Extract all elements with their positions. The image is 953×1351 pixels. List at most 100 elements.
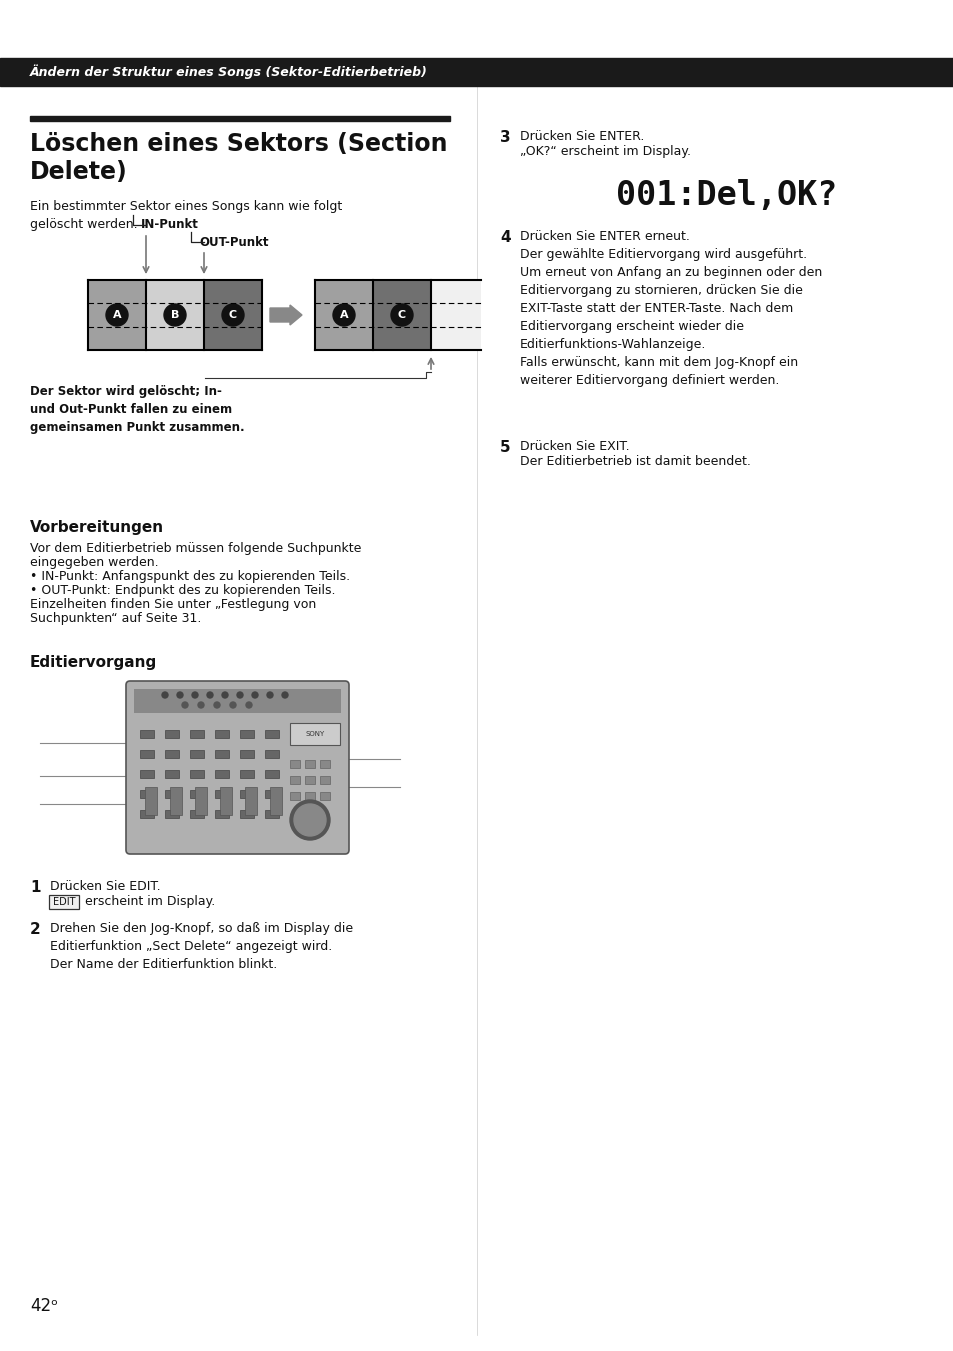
Text: „OK?“ erscheint im Display.: „OK?“ erscheint im Display. [519,145,690,158]
Bar [140,770,153,778]
Text: IN-Punkt: IN-Punkt [141,219,198,231]
Bar [204,280,262,350]
Circle shape [164,304,186,326]
Text: 1: 1 [30,880,40,894]
Text: Ein bestimmter Sektor eines Songs kann wie folgt
gelöscht werden.: Ein bestimmter Sektor eines Songs kann w… [30,200,342,231]
Bar [190,811,204,817]
Bar [214,811,229,817]
Bar [140,730,153,738]
Bar [145,788,157,815]
Text: 42ᵒ: 42ᵒ [30,1297,58,1315]
Circle shape [192,692,198,698]
Bar [30,116,450,122]
Text: A: A [112,309,121,320]
Text: Drücken Sie ENTER.: Drücken Sie ENTER. [519,130,643,143]
Bar [290,775,299,784]
Text: Delete): Delete) [30,159,128,184]
Text: B: B [171,309,179,320]
Circle shape [106,304,128,326]
Circle shape [290,800,330,840]
Bar [240,811,253,817]
Bar [190,730,204,738]
Bar [265,790,278,798]
Text: Einzelheiten finden Sie unter „Festlegung von: Einzelheiten finden Sie unter „Festlegun… [30,598,315,611]
Text: Drehen Sie den Jog-Knopf, so daß im Display die
Editierfunktion „Sect Delete“ an: Drehen Sie den Jog-Knopf, so daß im Disp… [50,921,353,971]
Text: Ändern der Struktur eines Songs (Sektor-Editierbetrieb): Ändern der Struktur eines Songs (Sektor-… [30,65,428,80]
Text: C: C [397,309,406,320]
Bar [314,280,373,350]
Text: Editiervorgang: Editiervorgang [30,655,157,670]
Bar [214,750,229,758]
Circle shape [222,692,228,698]
Bar [240,730,253,738]
Text: 3: 3 [499,130,510,145]
Bar [146,280,204,350]
Bar [319,775,330,784]
Text: EDIT: EDIT [52,897,75,907]
Bar [214,770,229,778]
Circle shape [267,692,273,698]
Text: A: A [339,309,348,320]
Circle shape [177,692,183,698]
Circle shape [333,304,355,326]
Bar [170,788,182,815]
Text: Vor dem Editierbetrieb müssen folgende Suchpunkte: Vor dem Editierbetrieb müssen folgende S… [30,542,361,555]
Bar [319,761,330,767]
Circle shape [198,703,204,708]
Text: • IN-Punkt: Anfangspunkt des zu kopierenden Teils.: • IN-Punkt: Anfangspunkt des zu kopieren… [30,570,350,584]
Text: Suchpunkten“ auf Seite 31.: Suchpunkten“ auf Seite 31. [30,612,201,626]
Bar [165,790,179,798]
Bar [290,761,299,767]
Bar [190,770,204,778]
Bar [319,792,330,800]
Circle shape [207,692,213,698]
Text: Der Editierbetrieb ist damit beendet.: Der Editierbetrieb ist damit beendet. [519,455,750,467]
Circle shape [182,703,188,708]
Text: OUT-Punkt: OUT-Punkt [199,235,268,249]
Bar [140,790,153,798]
Text: 2: 2 [30,921,41,938]
Text: eingegeben werden.: eingegeben werden. [30,557,158,569]
Bar [220,788,232,815]
Circle shape [222,304,244,326]
Bar [245,788,256,815]
Bar [265,730,278,738]
Text: • OUT-Punkt: Endpunkt des zu kopierenden Teils.: • OUT-Punkt: Endpunkt des zu kopierenden… [30,584,335,597]
Bar [165,770,179,778]
Bar [305,761,314,767]
Bar [240,790,253,798]
Bar [240,770,253,778]
Text: C: C [229,309,236,320]
Bar [265,811,278,817]
Text: erscheint im Display.: erscheint im Display. [81,896,215,908]
Circle shape [162,692,168,698]
Circle shape [391,304,413,326]
Circle shape [282,692,288,698]
Text: Vorbereitungen: Vorbereitungen [30,520,164,535]
Bar [140,811,153,817]
Circle shape [230,703,235,708]
Circle shape [213,703,220,708]
Text: Löschen eines Sektors (Section: Löschen eines Sektors (Section [30,132,447,155]
Text: Drücken Sie EXIT.: Drücken Sie EXIT. [519,440,629,453]
Text: SONY: SONY [305,731,324,738]
Bar [214,790,229,798]
Circle shape [252,692,257,698]
Bar [165,750,179,758]
Text: Drücken Sie EDIT.: Drücken Sie EDIT. [50,880,160,893]
Text: 001:Del,OK?: 001:Del,OK? [616,178,837,212]
Bar [290,792,299,800]
FancyBboxPatch shape [126,681,349,854]
Bar [194,788,207,815]
Bar [190,790,204,798]
Bar [305,775,314,784]
Bar [305,792,314,800]
Bar [140,750,153,758]
Bar [190,750,204,758]
Text: Der Sektor wird gelöscht; In-
und Out-Punkt fallen zu einem
gemeinsamen Punkt zu: Der Sektor wird gelöscht; In- und Out-Pu… [30,385,244,434]
Circle shape [294,804,326,836]
Bar [133,689,340,713]
Circle shape [236,692,243,698]
Circle shape [246,703,252,708]
Bar [373,280,431,350]
